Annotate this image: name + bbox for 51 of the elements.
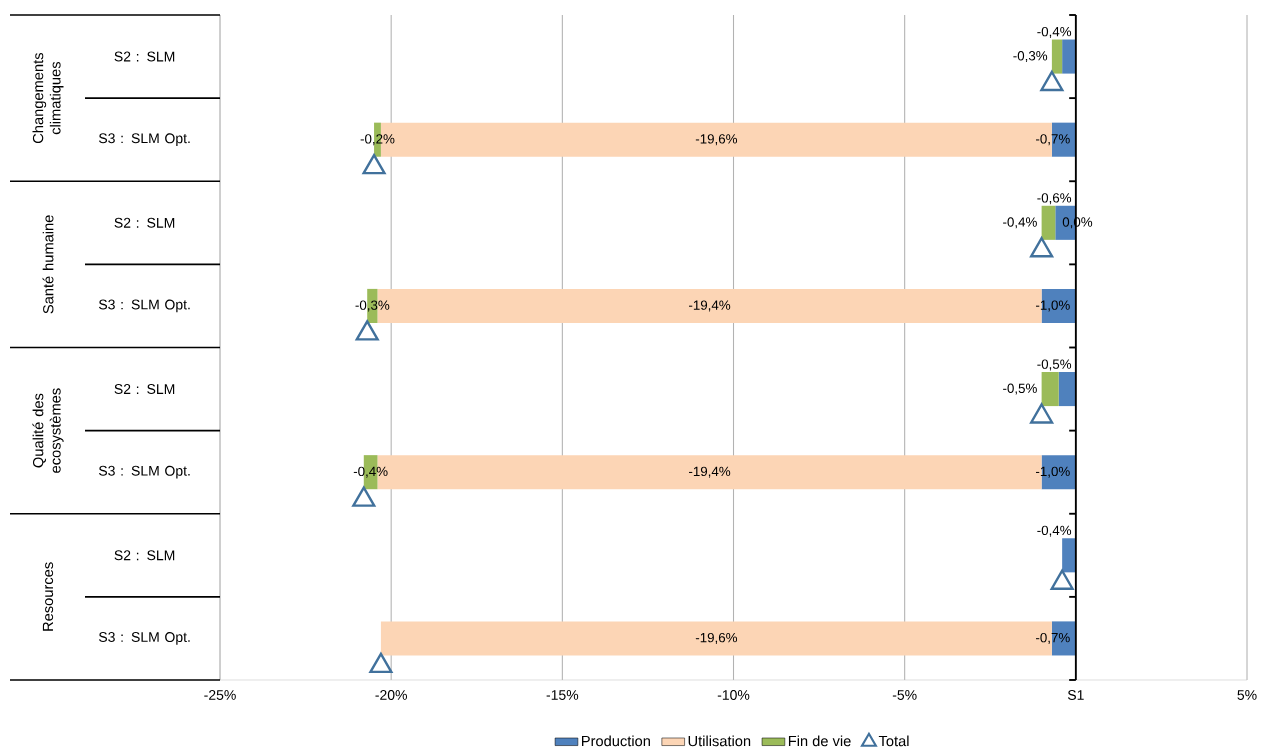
data-label: -0,3% xyxy=(355,300,390,312)
point xyxy=(1040,70,1064,92)
point xyxy=(369,652,393,674)
point xyxy=(1050,569,1074,590)
y-tick-label: S2 : SLM xyxy=(114,550,175,561)
text: Santé humaine xyxy=(42,215,54,314)
data-label: -0,5% xyxy=(1037,359,1072,371)
x-tick-label: -10% xyxy=(717,690,750,700)
x-tick-label: -25% xyxy=(204,690,236,700)
y-tick-label: S2 : SLM xyxy=(114,51,175,62)
y-tick-label: S3 : SLM Opt. xyxy=(98,465,190,479)
y-tick-label: S2 : SLM xyxy=(114,384,175,395)
bar xyxy=(1041,205,1056,240)
data-label: -0,4% xyxy=(1037,525,1072,537)
x-tick-label: 5% xyxy=(1237,690,1257,700)
bar xyxy=(1041,372,1059,407)
legend-label: Utilisation xyxy=(688,735,751,747)
bar xyxy=(1058,372,1076,407)
data-label: -0,4% xyxy=(1037,26,1072,38)
bar xyxy=(1062,39,1076,74)
data-label: -19,6% xyxy=(695,632,738,644)
x-tick-label: -20% xyxy=(375,690,407,700)
text: Qualité des ecosystèmes xyxy=(32,388,64,473)
data-label: -0,3% xyxy=(1013,51,1048,63)
bar xyxy=(1051,39,1063,74)
data-label: -0,5% xyxy=(1003,383,1037,395)
point xyxy=(355,320,379,341)
point xyxy=(352,486,376,507)
y-tick-label: S2 : SLM xyxy=(114,217,175,228)
x-tick-label: -5% xyxy=(892,690,917,700)
data-label: -0,6% xyxy=(1037,193,1072,205)
text: Resources xyxy=(42,562,54,631)
data-label: -0,4% xyxy=(353,466,388,478)
point xyxy=(1030,237,1054,258)
bar xyxy=(1062,538,1076,573)
x-tick-label: S1 xyxy=(1067,690,1084,700)
data-label: -19,4% xyxy=(689,300,731,312)
data-label: -19,4% xyxy=(689,466,731,478)
y-tick-label: S3 : SLM Opt. xyxy=(98,133,190,147)
legend-label: Total xyxy=(878,735,909,747)
legend-label: Production xyxy=(582,735,650,747)
x-tick-label: -15% xyxy=(546,690,579,700)
text: Changements climatiques xyxy=(32,53,64,144)
legend-label: Fin de vie xyxy=(788,735,851,747)
y-tick-label: S3 : SLM Opt. xyxy=(98,299,190,313)
data-label: -0,2% xyxy=(360,134,395,146)
point xyxy=(1030,403,1054,424)
y-tick-label: S3 : SLM Opt. xyxy=(98,632,190,645)
data-label: -0,4% xyxy=(1003,217,1037,229)
point xyxy=(362,153,386,175)
data-label: -19,6% xyxy=(695,134,738,146)
